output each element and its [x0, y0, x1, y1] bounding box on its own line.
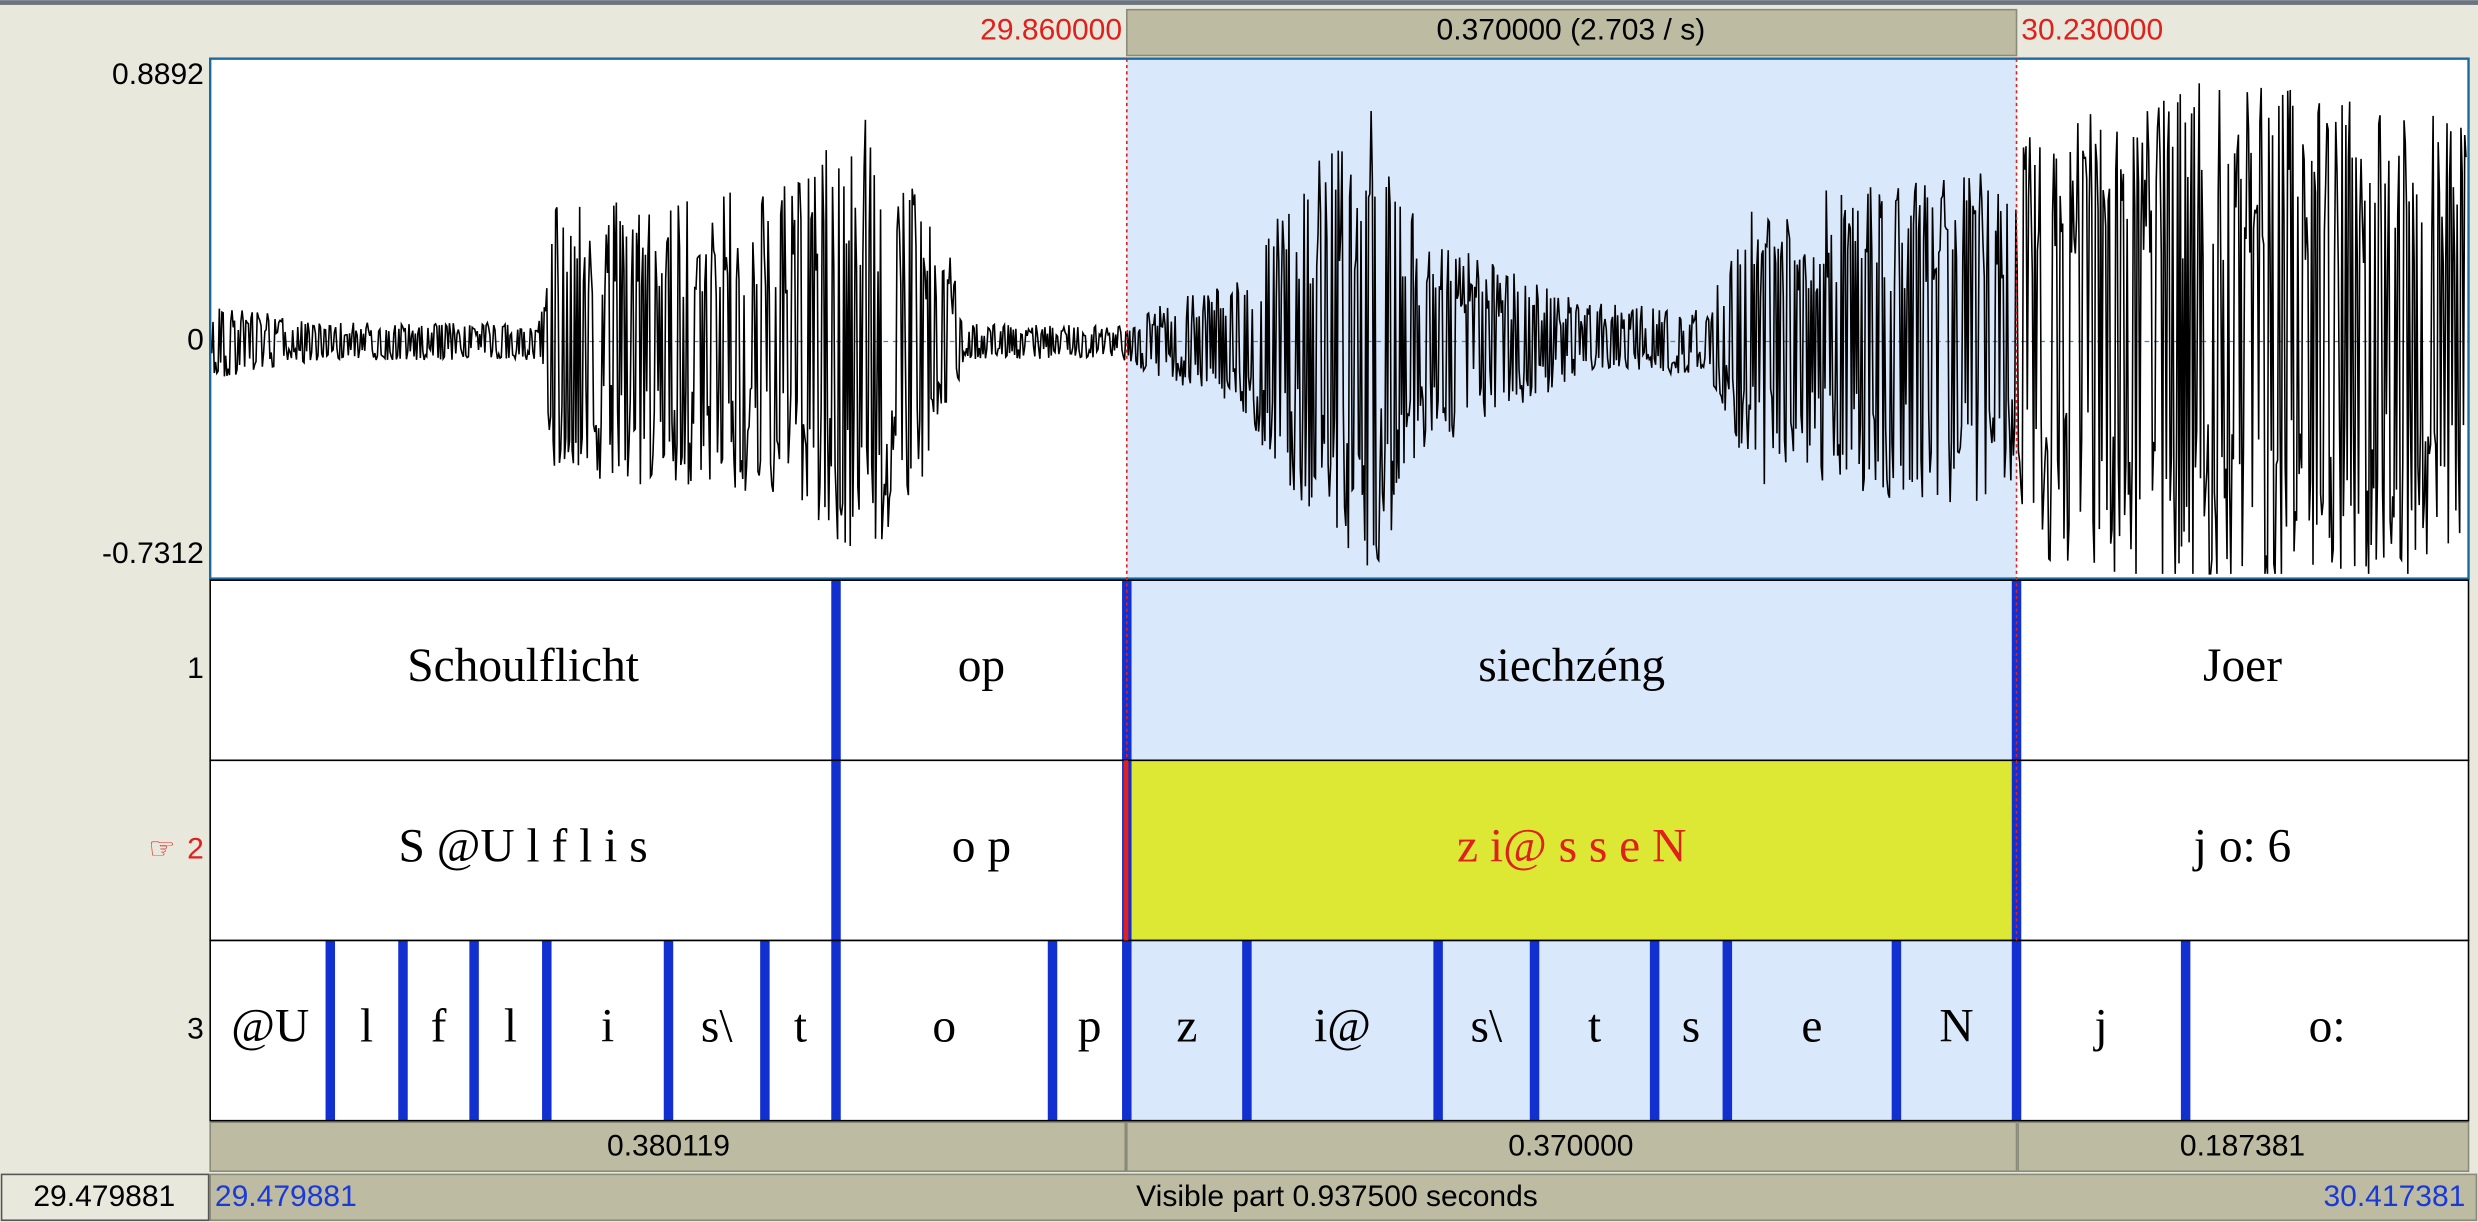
boundary [2011, 940, 2022, 1121]
boundary [1722, 940, 1733, 1121]
tier-selection [1126, 580, 2017, 761]
boundary [2011, 580, 2022, 761]
boundary [1122, 940, 1132, 1121]
duration-box[interactable] [2017, 1121, 2470, 1173]
visible-end: 30.417381 [2323, 1180, 2465, 1213]
tier-number: 1 [187, 652, 204, 685]
top-border [0, 0, 2478, 5]
interval-label: s\ [1471, 1000, 1503, 1052]
selection-duration-box[interactable] [1126, 8, 2018, 57]
interval-label: N [1939, 1000, 1973, 1052]
interval-label: i [601, 1000, 614, 1052]
selection-start: 29.860000 [980, 14, 1122, 47]
interval-label: l [360, 1000, 373, 1052]
interval-label: Joer [2203, 640, 2282, 692]
boundary [469, 940, 479, 1121]
boundary [325, 940, 336, 1121]
interval-label: S @U l f l i s [399, 820, 648, 872]
interval-label: p [1078, 1000, 1102, 1052]
window-start: 29.479881 [33, 1180, 175, 1213]
interval-label: Schoulflicht [407, 640, 639, 692]
interval-label: s [1682, 1000, 1700, 1052]
duration-box[interactable] [209, 1121, 1127, 1173]
interval-label: z i@ s s e N [1457, 820, 1686, 872]
visible-start: 29.479881 [215, 1180, 357, 1213]
boundary [760, 940, 770, 1121]
interval-label: t [794, 1000, 807, 1052]
boundary [831, 580, 841, 761]
visible-part: Visible part 0.937500 seconds [1136, 1180, 1538, 1213]
interval-label: s\ [701, 1000, 733, 1052]
waveform [209, 83, 2467, 575]
boundary [398, 940, 408, 1121]
boundary [1649, 940, 1660, 1121]
boundary [831, 940, 841, 1121]
boundary [542, 940, 552, 1121]
y-zero-label: 0 [187, 323, 204, 356]
interval-label: i@ [1314, 1000, 1371, 1052]
tier-number: 2 [187, 832, 204, 865]
boundary [1242, 940, 1252, 1121]
interval-label: siechzéng [1478, 640, 1665, 692]
interval-label: o: [2309, 1000, 2346, 1052]
tier-pointer: ☞ [148, 832, 175, 865]
interval-label: j [2092, 1000, 2107, 1052]
interval-label: z [1176, 1000, 1197, 1052]
duration-label: 0.380119 [607, 1129, 730, 1162]
y-max-label: 0.8892 [112, 58, 204, 91]
boundary [1433, 940, 1443, 1121]
boundary [663, 940, 674, 1121]
interval-label: t [1588, 1000, 1601, 1052]
duration-box[interactable] [1126, 1121, 2018, 1173]
y-min-label: -0.7312 [102, 537, 204, 570]
selection-duration: 0.370000 (2.703 / s) [1437, 14, 1706, 47]
window-start-box[interactable] [0, 1173, 210, 1222]
interval-label: o [932, 1000, 956, 1052]
waveform-border [209, 57, 2470, 580]
boundary [1529, 940, 1540, 1121]
interval-label: e [1801, 1000, 1822, 1052]
boundary [1122, 580, 1132, 761]
selected-interval [1126, 760, 2017, 941]
visible-bar[interactable] [209, 1173, 2478, 1222]
interval-label: o p [952, 820, 1011, 872]
interval-label: op [958, 640, 1005, 692]
interval-label: j o: 6 [2192, 820, 2291, 872]
boundary [1891, 940, 1902, 1121]
boundary [1047, 940, 1058, 1121]
tier-border [209, 939, 2470, 1122]
duration-label: 0.187381 [2180, 1129, 2305, 1162]
interval-label: f [431, 1000, 447, 1052]
boundary [831, 760, 841, 941]
interval-label: l [504, 1000, 517, 1052]
selection-boundary-mark [1123, 760, 1129, 941]
tier-selection [1126, 940, 2017, 1121]
duration-label: 0.370000 [1508, 1129, 1633, 1162]
boundary [2180, 940, 2191, 1121]
interval-label: @U [231, 1000, 309, 1052]
selection-end: 30.230000 [2021, 14, 2163, 47]
tier-number: 3 [187, 1013, 204, 1046]
